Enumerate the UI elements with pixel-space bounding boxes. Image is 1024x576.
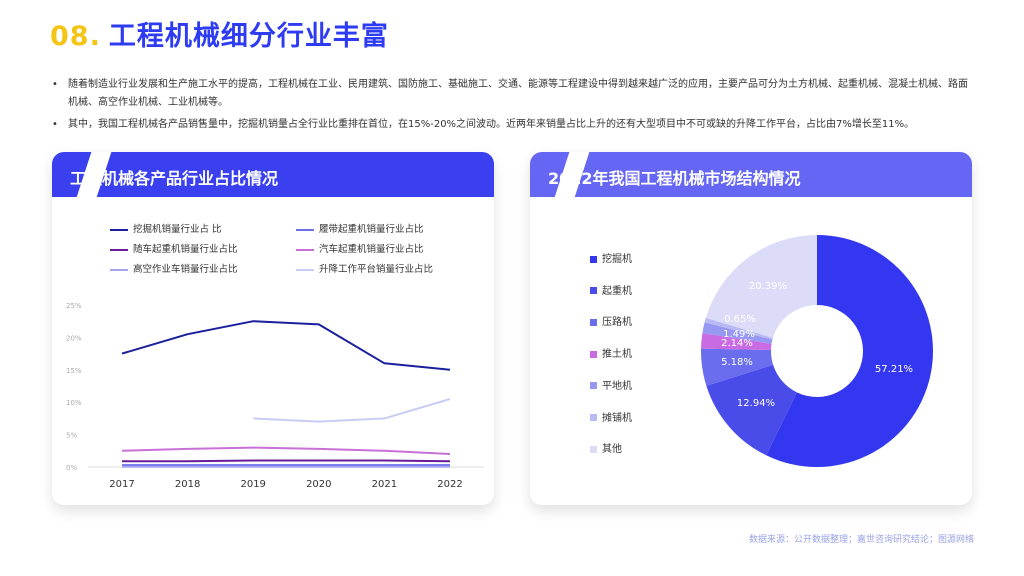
slice-label: 57.21% [875, 364, 913, 375]
legend-swatch [296, 268, 314, 271]
legend-swatch [590, 255, 597, 263]
x-tick-label: 2021 [372, 479, 397, 490]
pie-chart-card: 2022年我国工程机械市场结构情况 挖掘机起重机压路机推土机平地机摊铺机其他 5… [530, 152, 972, 505]
series-line [121, 320, 451, 371]
y-tick-label: 25% [66, 302, 82, 310]
line-chart-card: 工程机械各产品行业占比情况 挖掘机销量行业占 比 履带起重机销量行业占比随车起重机… [52, 152, 494, 505]
slice-label: 0.65% [724, 314, 756, 325]
legend-item: 履带起重机销量行业占比 [296, 221, 424, 235]
x-tick-label: 2022 [437, 479, 462, 490]
legend-label: 推土机 [602, 349, 632, 361]
legend-item: 推土机 [590, 345, 632, 360]
legend-label: 随车起重机销量行业占比 [133, 244, 238, 255]
y-tick-label: 5% [66, 432, 77, 440]
x-tick-label: 2020 [306, 479, 331, 490]
card-title: 工程机械各产品行业占比情况 [70, 169, 279, 188]
series-line [121, 446, 451, 455]
bullet-list: • 随着制造业行业发展和生产施工水平的提高，工程机械在工业、民用建筑、国防施工、基… [52, 76, 977, 134]
legend-swatch [590, 350, 597, 358]
pie-slice [705, 235, 817, 338]
title-text: 工程机械细分行业丰富 [108, 21, 389, 52]
slice-label: 2.14% [721, 338, 753, 349]
page-title: 08. 工程机械细分行业丰富 [50, 14, 389, 53]
y-tick-label: 20% [66, 334, 82, 342]
series-line [253, 398, 451, 423]
legend-label: 其他 [602, 444, 622, 456]
legend-label: 汽车起重机销量行业占比 [319, 244, 424, 255]
legend-label: 压路机 [602, 317, 632, 329]
legend-swatch [590, 445, 597, 453]
y-tick-label: 0% [66, 464, 77, 472]
legend-label: 挖掘机 [602, 254, 632, 265]
bullet-dot: • [52, 79, 58, 90]
pie-slice [766, 235, 933, 467]
pie-slice [700, 348, 774, 386]
x-tick-label: 2019 [240, 479, 265, 490]
legend-label: 平地机 [602, 380, 632, 392]
series-line [122, 459, 451, 463]
y-tick-label: 15% [66, 367, 82, 375]
title-number: 08. [50, 21, 101, 52]
slice-label: 12.94% [737, 398, 775, 409]
pie-slice [706, 364, 797, 456]
x-tick-label: 2017 [109, 479, 134, 490]
card-title: 2022年我国工程机械市场结构情况 [548, 169, 801, 188]
bullet-dot: • [52, 119, 58, 130]
legend-label: 起重机 [602, 285, 632, 297]
legend-item: 起重机 [590, 282, 632, 297]
legend-swatch [110, 248, 128, 251]
legend-swatch [590, 287, 597, 295]
legend-swatch [296, 228, 314, 231]
x-tick-label: 2018 [175, 479, 200, 490]
legend-label: 履带起重机销量行业占比 [319, 224, 424, 235]
slice-label: 20.39% [749, 281, 787, 292]
card-header: 工程机械各产品行业占比情况 [52, 152, 494, 222]
slice-label: 1.49% [723, 329, 755, 340]
legend-label: 挖掘机销量行业占 比 [133, 224, 222, 235]
card-header: 2022年我国工程机械市场结构情况 [530, 152, 972, 222]
legend-swatch [110, 268, 128, 271]
bullet-text: 随着制造业行业发展和生产施工水平的提高，工程机械在工业、民用建筑、国防施工、基础… [68, 79, 968, 108]
y-tick-label: 10% [66, 399, 82, 407]
legend-item: 挖掘机销量行业占 比 [110, 221, 222, 235]
legend-item: 高空作业车销量行业占比 [110, 261, 238, 275]
legend-swatch [590, 382, 597, 390]
donut-chart: 57.21% 12.94% 5.18% 2.14%1.49% 0.65% 20.39% [700, 235, 933, 467]
line-chart: 0% 5% 10% 15% 20% 25% 2017 2018 2019 2020 2021 2022 [66, 302, 484, 490]
legend-swatch [296, 248, 314, 251]
legend-swatch [590, 318, 597, 326]
legend-label: 高空作业车销量行业占比 [133, 264, 238, 275]
legend-label: 摊铺机 [602, 412, 632, 424]
legend-item: 平地机 [590, 377, 632, 392]
legend-item: 其他 [590, 440, 622, 455]
bullet-item: • 随着制造业行业发展和生产施工水平的提高，工程机械在工业、民用建筑、国防施工、基… [52, 76, 977, 112]
pie-slice [704, 317, 773, 340]
slice-label: 5.18% [721, 357, 753, 368]
legend-swatch [110, 228, 128, 231]
legend-item: 随车起重机销量行业占比 [110, 241, 238, 255]
bullet-item: • 其中，我国工程机械各产品销售量中，挖掘机销量占全行业比重排在首位，在15%-2… [52, 116, 977, 134]
legend-swatch [590, 414, 597, 421]
pie-slice [702, 322, 773, 344]
source-note: 数据来源：公开数据整理；嘉世咨询研究结论；图源网络 [748, 535, 974, 545]
legend-item: 汽车起重机销量行业占比 [296, 241, 424, 255]
bullet-text: 其中，我国工程机械各产品销售量中，挖掘机销量占全行业比重排在首位，在15%-20… [68, 119, 915, 130]
pie-slice [701, 333, 772, 351]
legend-label: 升降工作平台销量行业占比 [319, 264, 434, 275]
legend-item: 摊铺机 [590, 409, 632, 424]
legend-item: 挖掘机 [590, 250, 632, 265]
legend-item: 升降工作平台销量行业占比 [296, 261, 433, 275]
legend-item: 压路机 [590, 313, 632, 328]
